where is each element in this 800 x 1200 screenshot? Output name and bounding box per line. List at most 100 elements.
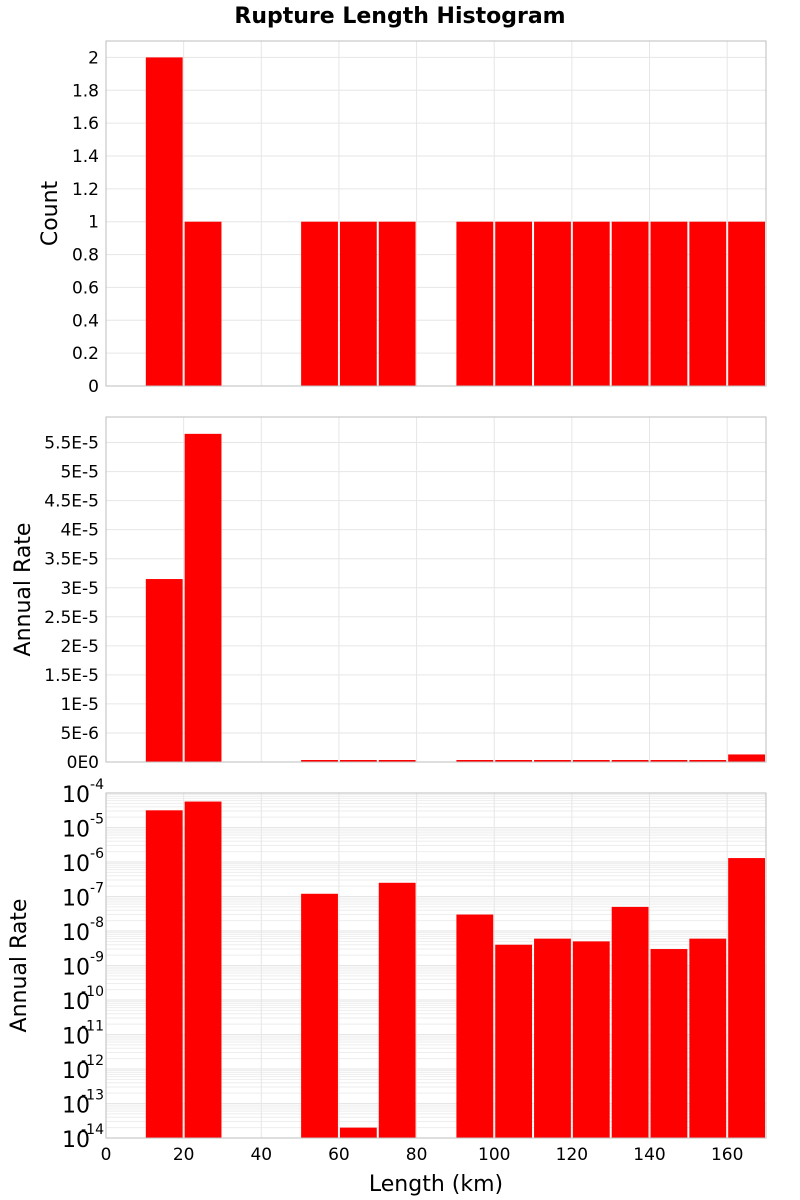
y-tick-exponent: -10 xyxy=(81,984,104,1000)
bar xyxy=(495,760,533,762)
x-tick-label: 120 xyxy=(556,1145,588,1165)
x-tick-label: 40 xyxy=(250,1145,272,1165)
y-tick-exponent: -14 xyxy=(81,1122,104,1138)
y-tick-exponent: -4 xyxy=(90,777,104,793)
y-tick-label: 5E-6 xyxy=(60,724,99,744)
y-tick-label: 1 xyxy=(88,213,99,233)
count-panel: 0 0.2 0.4 0.6 0.8 1 1.2 1.4 1.6 1.8 2 Count xyxy=(38,40,767,397)
bar xyxy=(650,221,688,386)
y-tick-exponent: -8 xyxy=(90,915,104,931)
x-tick-label: 100 xyxy=(478,1145,510,1165)
y-tick-label: 10 xyxy=(62,921,90,946)
bar xyxy=(728,221,765,386)
y-tick-exponent: -6 xyxy=(90,846,104,862)
bar xyxy=(728,858,765,1138)
y-tick-label: 1.2 xyxy=(72,180,99,200)
y-tick-label: 10 xyxy=(62,1094,90,1119)
y-tick-exponent: -7 xyxy=(90,881,104,897)
y-tick-label: 0.8 xyxy=(72,246,99,266)
bar xyxy=(184,433,222,762)
bar xyxy=(339,1127,377,1138)
y-tick-label: 5E-5 xyxy=(60,463,99,483)
y-tick-exponent: -12 xyxy=(81,1053,104,1069)
y-tick-label: 10 xyxy=(62,887,90,912)
bar xyxy=(534,221,571,386)
bar xyxy=(301,760,338,762)
bar xyxy=(534,760,571,762)
chart-title: Rupture Length Histogram xyxy=(234,4,565,29)
y-tick-label: 1.8 xyxy=(72,81,99,101)
y-tick-exponent: -5 xyxy=(90,812,104,828)
y-tick-label: 10 xyxy=(62,1059,90,1084)
bar xyxy=(689,760,727,762)
bar xyxy=(145,579,183,762)
y-tick-label: 10 xyxy=(62,990,90,1015)
bar xyxy=(611,221,649,386)
y-tick-label: 2E-5 xyxy=(60,637,99,657)
y-tick-label: 0E0 xyxy=(67,753,99,773)
y-tick-exponent: -13 xyxy=(81,1088,104,1104)
y-tick-label: 4.5E-5 xyxy=(44,492,99,512)
bar xyxy=(339,760,377,762)
y-axis-label: Count xyxy=(38,180,63,246)
bar xyxy=(650,949,688,1138)
y-tick-label: 10 xyxy=(62,818,90,843)
y-tick-label: 10 xyxy=(62,1128,90,1153)
bar xyxy=(456,914,494,1138)
x-tick-label: 140 xyxy=(633,1145,665,1165)
bar xyxy=(339,221,377,386)
bar xyxy=(184,801,222,1138)
bar xyxy=(456,760,494,762)
y-tick-label: 2.5E-5 xyxy=(44,608,99,628)
x-tick-label: 80 xyxy=(406,1145,428,1165)
bar xyxy=(611,760,649,762)
bar xyxy=(495,221,533,386)
y-tick-exponent: -9 xyxy=(90,950,104,966)
y-tick-label: 1E-5 xyxy=(60,695,99,715)
y-tick-label: 1.4 xyxy=(72,147,99,167)
y-tick-label: 0 xyxy=(88,377,99,397)
bar xyxy=(378,760,416,762)
y-axis-label: Annual Rate xyxy=(7,899,32,1033)
bar xyxy=(650,760,688,762)
y-tick-label: 3E-5 xyxy=(60,579,99,599)
x-tick-label: 160 xyxy=(711,1145,743,1165)
bar xyxy=(184,221,222,386)
bar xyxy=(728,754,765,762)
y-tick-label: 5.5E-5 xyxy=(44,434,99,454)
bar xyxy=(572,760,610,762)
y-tick-label: 10 xyxy=(62,783,90,808)
bar xyxy=(495,944,533,1138)
bar xyxy=(611,906,649,1138)
y-tick-label: 0.2 xyxy=(72,344,99,364)
y-tick-label: 1.6 xyxy=(72,114,99,134)
bar xyxy=(534,938,571,1138)
y-axis-label: Annual Rate xyxy=(11,523,36,657)
x-axis: 0 20 40 60 80 100 120 140 160 xyxy=(101,1145,744,1165)
x-tick-label: 0 xyxy=(101,1145,112,1165)
y-tick-exponent: -11 xyxy=(81,1019,104,1035)
bar xyxy=(689,221,727,386)
bar xyxy=(301,221,338,386)
y-tick-label: 1.5E-5 xyxy=(44,666,99,686)
y-tick-label: 2 xyxy=(88,48,99,68)
rate-linear-panel: 0E0 5E-6 1E-5 1.5E-5 2E-5 2.5E-5 3E-5 3.5E-5 4E-… xyxy=(11,416,767,773)
bar xyxy=(572,221,610,386)
y-tick-label: 10 xyxy=(62,956,90,981)
bar xyxy=(145,810,183,1138)
plot-frame xyxy=(105,416,767,763)
y-tick-label: 0.6 xyxy=(72,278,99,298)
y-tick-label: 10 xyxy=(62,852,90,877)
plot-frame xyxy=(105,792,767,1139)
bar xyxy=(145,57,183,387)
x-axis-label: Length (km) xyxy=(369,1172,503,1197)
bar xyxy=(378,882,416,1138)
y-tick-label: 4E-5 xyxy=(60,521,99,541)
bar xyxy=(456,221,494,386)
bar xyxy=(572,941,610,1138)
bar xyxy=(689,938,727,1138)
y-tick-label: 10 xyxy=(62,1025,90,1050)
bar xyxy=(301,893,338,1138)
